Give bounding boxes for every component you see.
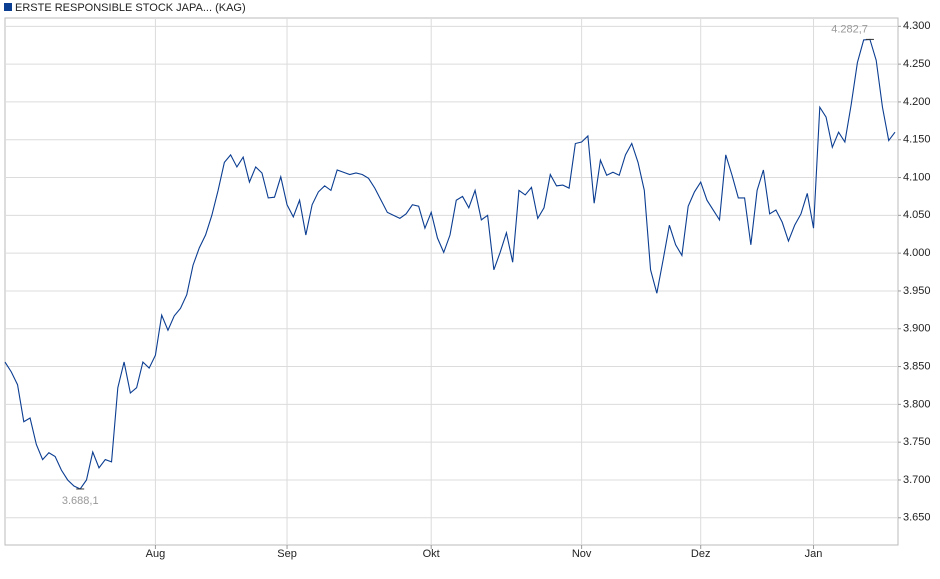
x-tick-label: Jan [805,548,823,560]
y-tick-label: 4.250 [903,58,931,70]
y-tick-label: 4.050 [903,209,931,221]
y-tick-label: 3.800 [903,398,931,410]
price-line [4,38,896,490]
y-tick-label: 3.950 [903,285,931,297]
x-tick-label: Dez [691,548,711,560]
y-tick-label: 4.150 [903,134,931,146]
plot-frame [4,17,899,546]
x-tick-label: Sep [277,548,297,560]
y-tick-label: 4.300 [903,20,931,32]
legend-label: ERSTE RESPONSIBLE STOCK JAPA... (KAG) [15,2,246,14]
x-tick-label: Okt [423,548,440,560]
y-tick-label: 4.200 [903,96,931,108]
y-tick-label: 3.750 [903,436,931,448]
y-tick-label: 3.650 [903,512,931,524]
y-tick-label: 3.850 [903,360,931,372]
value-label: 3.688,1 [62,495,99,507]
y-tick-label: 3.900 [903,323,931,335]
y-tick-label: 4.100 [903,171,931,183]
x-tick-label: Aug [146,548,166,560]
value-label: 4.282,7 [831,23,868,35]
legend-swatch [4,3,12,11]
x-tick-label: Nov [572,548,592,560]
y-tick-label: 3.700 [903,474,931,486]
y-tick-label: 4.000 [903,247,931,259]
